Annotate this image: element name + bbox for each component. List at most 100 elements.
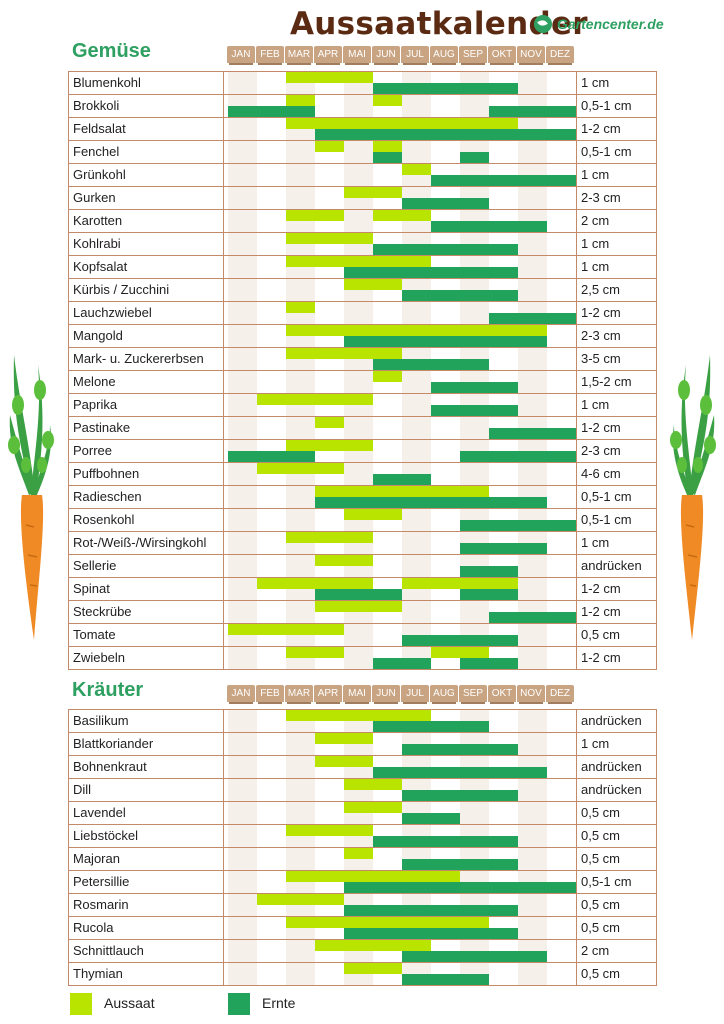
month-column [402,532,431,554]
month-column [431,95,460,117]
sowing-depth: 0,5-1 cm [576,141,656,163]
month-column [518,848,547,870]
sowing-bar [373,210,431,221]
month-column [257,963,286,985]
month-timeline [228,894,576,916]
month-column [257,848,286,870]
month-column [547,348,576,370]
leaf-icon [534,15,552,33]
month-label: MAI [343,685,371,704]
harvest-bar [431,221,547,232]
month-column [286,601,315,623]
sowing-bar [286,440,373,451]
month-label: JUN [372,685,400,704]
sowing-bar [315,141,344,152]
harvest-bar [489,313,576,324]
month-column [228,779,257,801]
plant-name: Brokkoli [69,95,224,117]
month-column [373,532,402,554]
month-column [547,963,576,985]
harvest-bar [373,244,518,255]
sowing-bar [315,756,373,767]
sowing-bar [286,871,460,882]
plant-name: Tomate [69,624,224,646]
month-timeline [228,210,576,232]
month-timeline [228,394,576,416]
table-row: Kopfsalat 1 cm [69,256,656,279]
plant-name: Rot-/Weiß-/Wirsingkohl [69,532,224,554]
sowing-bar [257,463,344,474]
month-column [547,779,576,801]
month-column [344,624,373,646]
month-column [228,302,257,324]
month-column [547,325,576,347]
harvest-bar [460,451,576,462]
sowing-bar [257,578,373,589]
month-column [460,601,489,623]
harvest-bar [460,543,547,554]
sowing-depth: 1-2 cm [576,302,656,324]
table-row: Tomate 0,5 cm [69,624,656,647]
sowing-bar [344,848,373,859]
harvest-bar [373,474,431,485]
month-timeline [228,578,576,600]
month-timeline [228,256,576,278]
sowing-depth: andrücken [576,555,656,577]
month-column [518,555,547,577]
table-row: Fenchel 0,5-1 cm [69,141,656,164]
month-column [460,302,489,324]
harvest-bar [402,813,460,824]
sowing-depth: 2 cm [576,940,656,962]
month-column [344,210,373,232]
month-column [518,733,547,755]
month-column [228,917,257,939]
month-column [547,802,576,824]
month-timeline [228,555,576,577]
harvest-bar [489,428,576,439]
carrot-illustration-right [670,355,716,640]
sowing-bar [286,233,373,244]
harvest-bar [373,152,402,163]
month-column [431,302,460,324]
table-row: Zwiebeln 1-2 cm [69,647,656,670]
month-column [286,756,315,778]
sowing-depth: 0,5 cm [576,894,656,916]
month-label: NOV [517,46,545,65]
harvest-bar [460,658,518,669]
month-column [315,279,344,301]
month-timeline [228,756,576,778]
table-row: Spinat 1-2 cm [69,578,656,601]
plant-name: Mangold [69,325,224,347]
sowing-bar [315,486,489,497]
month-column [228,72,257,94]
legend-sow-label: Aussaat [104,995,155,1011]
month-timeline [228,825,576,847]
sowing-depth: 0,5-1 cm [576,871,656,893]
table-row: Liebstöckel 0,5 cm [69,825,656,848]
sowing-depth: 0,5 cm [576,917,656,939]
month-timeline [228,164,576,186]
month-column [257,118,286,140]
month-label: SEP [459,685,487,704]
sowing-bar [315,733,373,744]
sowing-depth: 1 cm [576,72,656,94]
month-column [228,233,257,255]
month-column [547,940,576,962]
harvest-bar [431,405,518,416]
table-row: Kürbis / Zucchini 2,5 cm [69,279,656,302]
month-column [547,756,576,778]
month-column [547,894,576,916]
month-column [257,802,286,824]
month-column [228,164,257,186]
month-column [228,141,257,163]
brand-logo[interactable]: Gartencenter.de [534,13,664,35]
plant-name: Lauchzwiebel [69,302,224,324]
sowing-depth: 0,5 cm [576,963,656,985]
month-timeline [228,779,576,801]
month-column [286,555,315,577]
month-column [547,710,576,732]
sowing-depth: 3-5 cm [576,348,656,370]
month-timeline [228,348,576,370]
table-row: Mark- u. Zuckererbsen 3-5 cm [69,348,656,371]
sowing-depth: 2 cm [576,210,656,232]
